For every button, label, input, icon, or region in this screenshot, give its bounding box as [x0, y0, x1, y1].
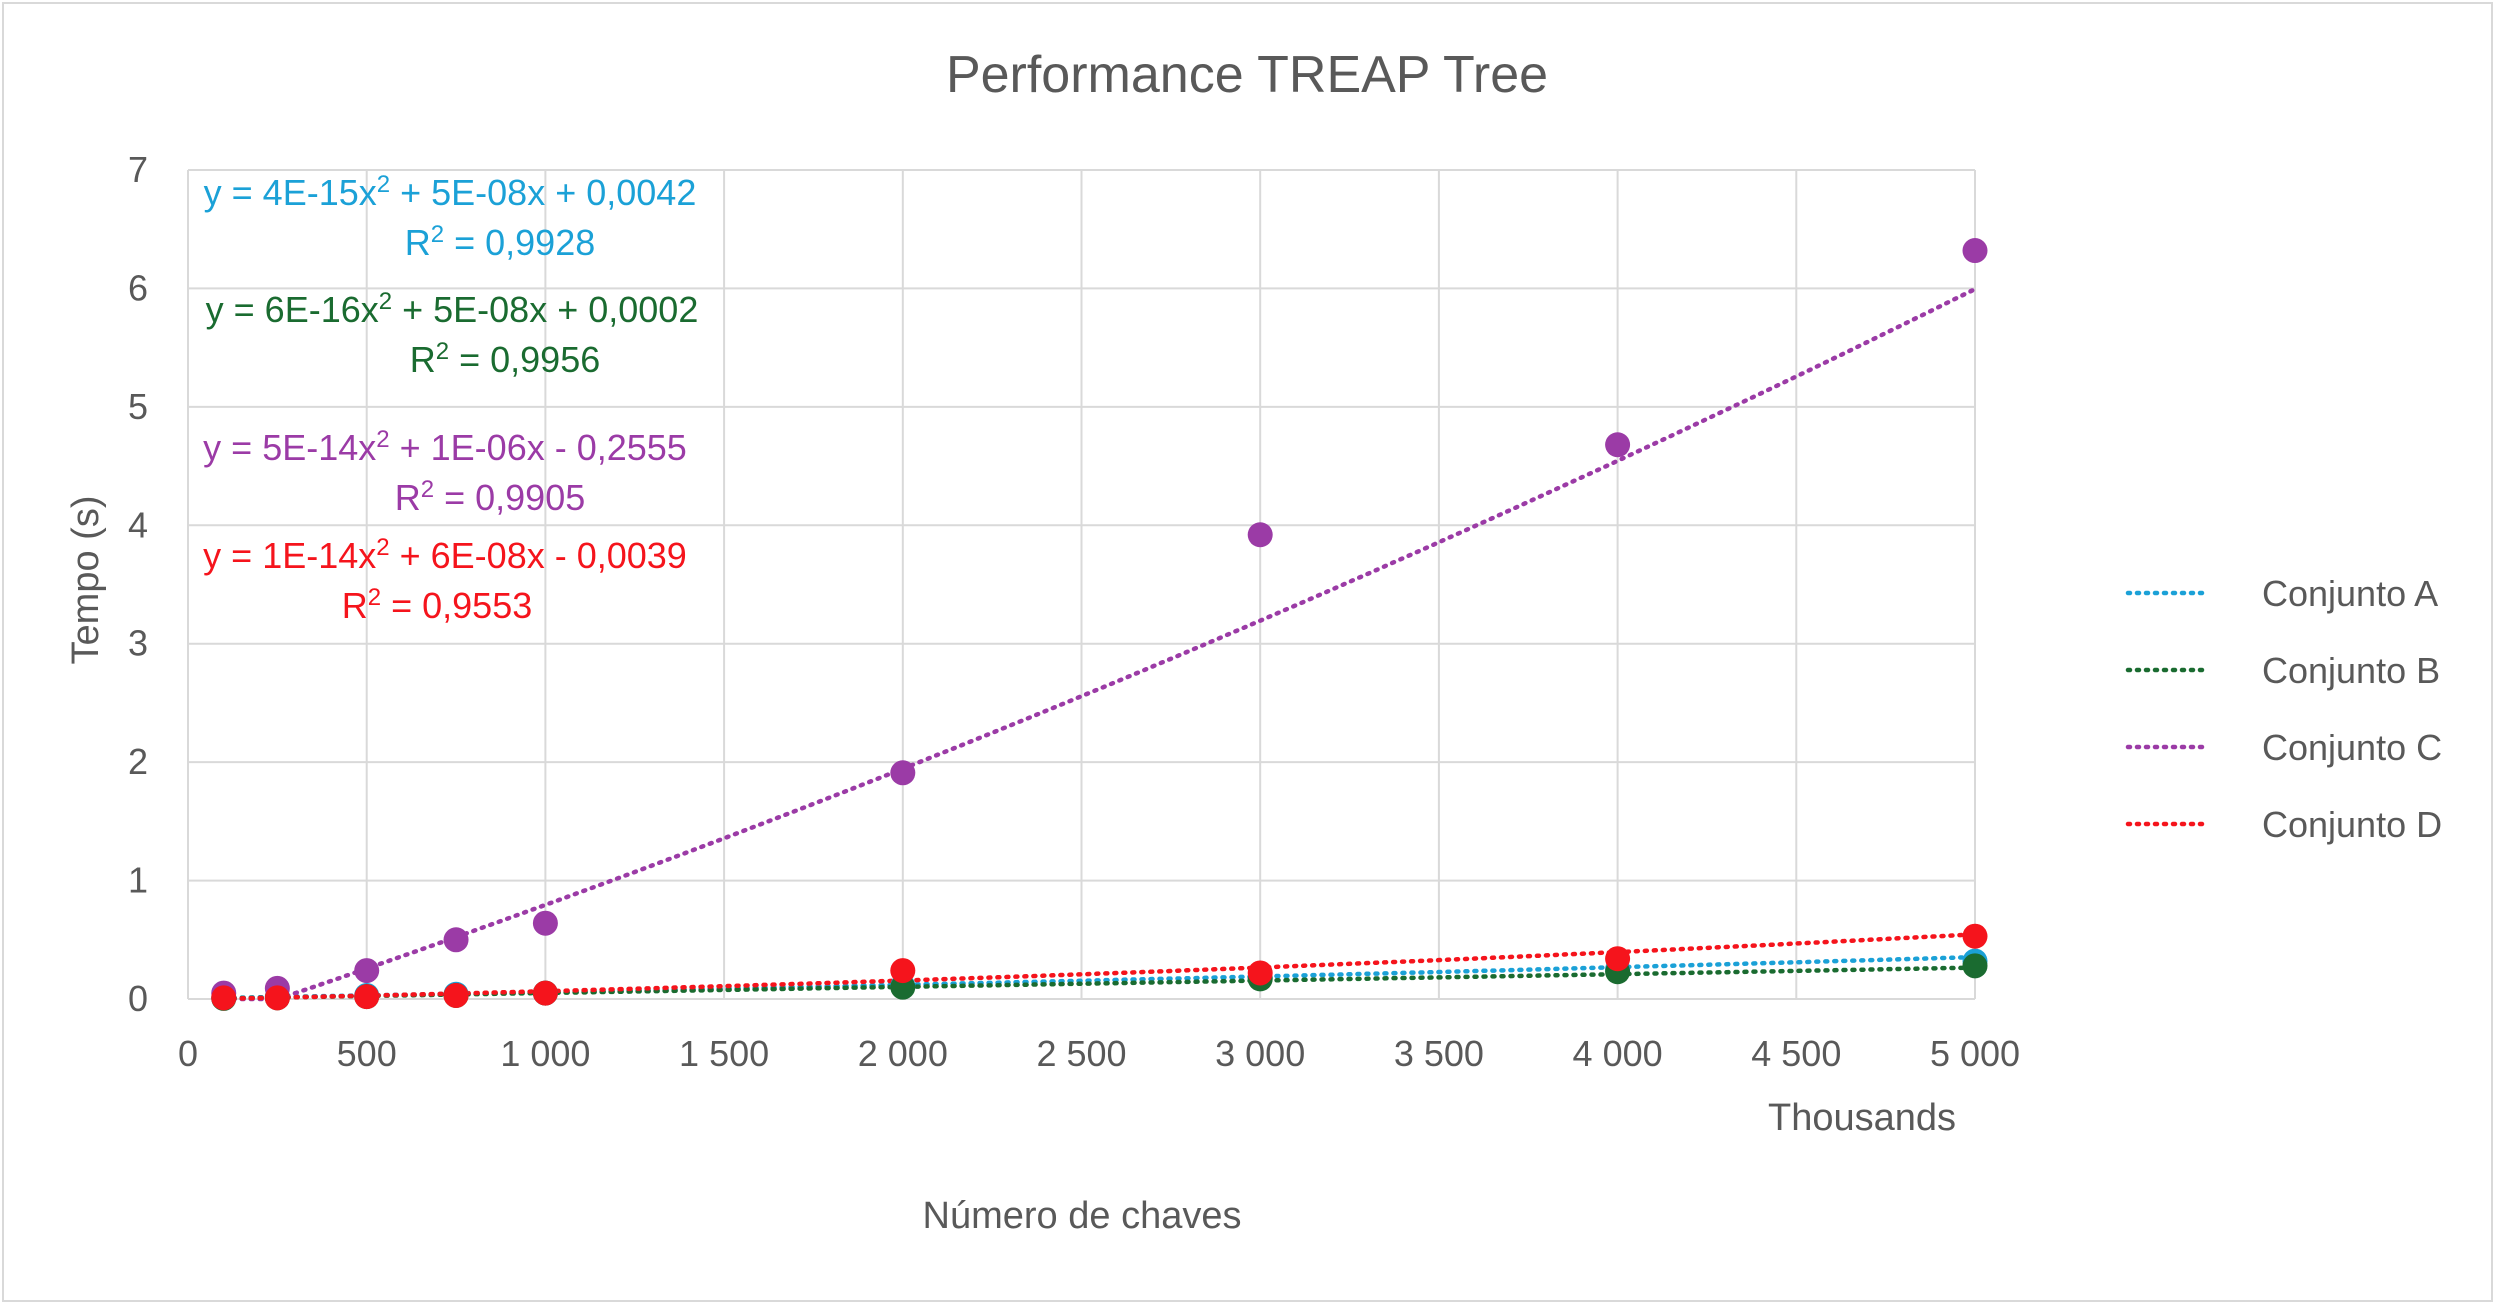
legend-label: Conjunto A — [2262, 573, 2438, 614]
y-tick-label: 0 — [128, 978, 148, 1019]
x-tick-label: 3 000 — [1215, 1033, 1305, 1074]
y-tick-labels: 0 1 2 3 4 5 6 7 — [128, 149, 148, 1019]
data-point-conjunto-c — [890, 760, 916, 786]
x-tick-label: 1 000 — [500, 1033, 590, 1074]
data-point-conjunto-d — [354, 984, 380, 1010]
x-tick-label: 1 500 — [679, 1033, 769, 1074]
data-point-conjunto-c — [532, 910, 558, 936]
data-point-conjunto-b — [1962, 953, 1988, 979]
chart-title: Performance TREAP Tree — [946, 46, 1548, 104]
legend-item-conjunto-c: Conjunto C — [2125, 727, 2442, 768]
legend-label: Conjunto C — [2262, 727, 2442, 768]
trendline-equation: y = 5E-14x2 + 1E-06x - 0,2555 — [203, 426, 687, 469]
legend: Conjunto A Conjunto B Conjunto C Conjunto D — [2125, 573, 2442, 845]
data-points — [211, 238, 1988, 1011]
trendline-conjunto-c — [221, 286, 1978, 1002]
trendline-r-squared: R2 = 0,9905 — [395, 476, 586, 519]
y-tick-label: 5 — [128, 386, 148, 427]
trendline-r-squared: R2 = 0,9928 — [405, 221, 596, 264]
trendline-conjunto-d — [221, 932, 1978, 1001]
y-axis-title: Tempo (s) — [65, 496, 107, 665]
x-tick-label: 0 — [178, 1033, 198, 1074]
trendline-equations: y = 4E-15x2 + 5E-08x + 0,0042 R2 = 0,9928… — [203, 171, 698, 627]
x-tick-label: 4 500 — [1751, 1033, 1841, 1074]
x-axis-unit-label: Thousands — [1768, 1097, 1956, 1139]
legend-item-conjunto-a: Conjunto A — [2125, 573, 2438, 614]
data-point-conjunto-d — [264, 985, 290, 1011]
legend-item-conjunto-d: Conjunto D — [2125, 804, 2442, 845]
data-point-conjunto-c — [354, 958, 380, 984]
x-tick-label: 5 000 — [1930, 1033, 2020, 1074]
y-tick-label: 4 — [128, 504, 148, 545]
x-tick-label: 3 500 — [1394, 1033, 1484, 1074]
data-point-conjunto-c — [1247, 522, 1273, 548]
trendline-equation: y = 4E-15x2 + 5E-08x + 0,0042 — [204, 171, 697, 214]
data-point-conjunto-c — [1962, 238, 1988, 264]
data-point-conjunto-c — [443, 927, 469, 953]
data-point-conjunto-d — [532, 980, 558, 1006]
vertical-gridlines — [187, 170, 1976, 999]
data-point-conjunto-d — [890, 958, 916, 984]
data-point-conjunto-d — [1605, 946, 1631, 972]
data-point-conjunto-c — [1605, 432, 1631, 458]
x-tick-label: 500 — [337, 1033, 397, 1074]
y-tick-label: 1 — [128, 860, 148, 901]
horizontal-gridlines — [188, 169, 1975, 1000]
x-tick-label: 2 000 — [858, 1033, 948, 1074]
trendline-equation: y = 1E-14x2 + 6E-08x - 0,0039 — [203, 534, 687, 577]
data-point-conjunto-d — [211, 985, 237, 1011]
trendline-r-squared: R2 = 0,9553 — [342, 584, 533, 627]
trendline-conjunto-b — [221, 965, 1978, 1001]
x-tick-label: 2 500 — [1036, 1033, 1126, 1074]
y-tick-label: 6 — [128, 267, 148, 308]
data-point-conjunto-d — [443, 982, 469, 1008]
y-tick-label: 3 — [128, 623, 148, 664]
data-point-conjunto-d — [1962, 923, 1988, 949]
y-tick-label: 2 — [128, 741, 148, 782]
data-point-conjunto-d — [1247, 960, 1273, 986]
trendline-r-squared: R2 = 0,9956 — [410, 338, 601, 381]
y-tick-label: 7 — [128, 149, 148, 190]
legend-label: Conjunto B — [2262, 650, 2440, 691]
x-axis-title: Número de chaves — [923, 1195, 1242, 1237]
legend-label: Conjunto D — [2262, 804, 2442, 845]
x-tick-label: 4 000 — [1573, 1033, 1663, 1074]
trendlines — [221, 286, 1978, 1002]
x-tick-labels: 0 500 1 000 1 500 2 000 2 500 3 000 3 500 4 000 4… — [178, 1033, 2020, 1074]
legend-item-conjunto-b: Conjunto B — [2125, 650, 2440, 691]
trendline-equation: y = 6E-16x2 + 5E-08x + 0,0002 — [206, 288, 699, 331]
